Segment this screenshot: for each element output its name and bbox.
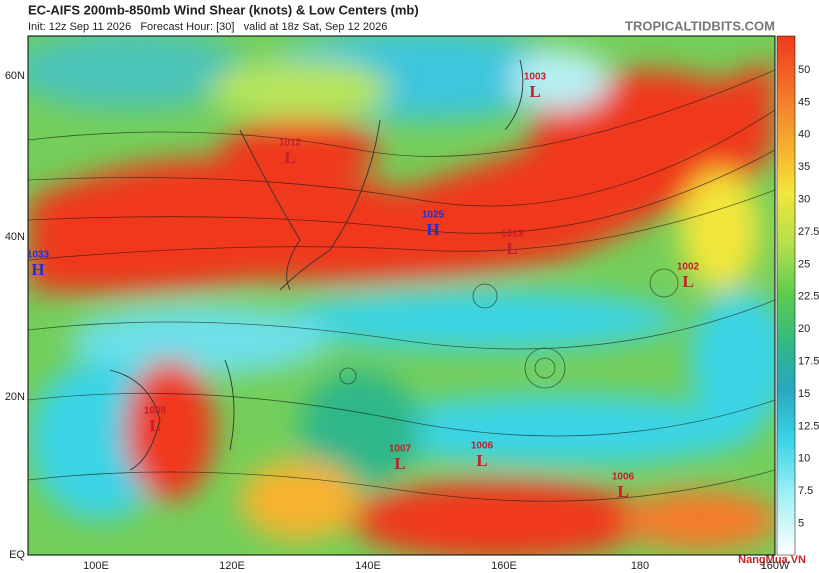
pressure-center: L [149, 416, 160, 435]
pressure-center: H [31, 260, 44, 279]
lat-label: 40N [5, 231, 25, 243]
colorbar-label: 45 [798, 96, 810, 108]
colorbar-label: 27.5 [798, 226, 819, 238]
colorbar-label: 50 [798, 64, 810, 76]
lat-label: 60N [5, 70, 25, 82]
lon-label: 160E [491, 560, 517, 572]
pressure-value: 1006 [612, 472, 635, 483]
pressure-value: 1008 [144, 406, 167, 417]
lon-label: 180 [631, 560, 649, 572]
pressure-center: L [476, 451, 487, 470]
colorbar-label: 20 [798, 323, 810, 335]
lat-label: EQ [9, 549, 25, 561]
colorbar-label: 5 [798, 518, 804, 530]
colorbar-label: 7.5 [798, 485, 813, 497]
pressure-value: 1012 [279, 138, 302, 149]
pressure-center: L [529, 82, 540, 101]
colorbar-label: 17.5 [798, 356, 819, 368]
lon-label: 100E [83, 560, 109, 572]
pressure-value: 1013 [501, 229, 524, 240]
pressure-center: L [506, 239, 517, 258]
colorbar-label: 25 [798, 258, 810, 270]
lon-label: 160W [761, 560, 790, 572]
pressure-center: L [394, 454, 405, 473]
watermark: NangMua.VN [738, 554, 806, 566]
pressure-value: 1033 [27, 250, 50, 261]
pressure-value: 1002 [677, 262, 700, 273]
colorbar-label: 10 [798, 453, 810, 465]
pressure-value: 1003 [524, 72, 547, 83]
colorbar-label: 22.5 [798, 291, 819, 303]
title: EC-AIFS 200mb-850mb Wind Shear (knots) &… [28, 2, 419, 17]
pressure-value: 1006 [471, 441, 494, 452]
init-line: Init: 12z Sep 11 2026 Forecast Hour: [30… [28, 21, 387, 33]
pressure-center: L [617, 482, 628, 501]
pressure-center: H [426, 220, 439, 239]
site-name: TROPICALTIDBITS.COM [625, 18, 775, 33]
pressure-center: L [682, 272, 693, 291]
lat-label: 20N [5, 391, 25, 403]
pressure-value: 1007 [389, 444, 412, 455]
shear-field [28, 36, 775, 555]
pressure-center: L [284, 148, 295, 167]
colorbar-label: 30 [798, 194, 810, 206]
colorbar-label: 35 [798, 161, 810, 173]
colorbar-label: 15 [798, 388, 810, 400]
colorbar [776, 35, 796, 556]
colorbar-label: 12.5 [798, 420, 819, 432]
colorbar-label: 40 [798, 129, 810, 141]
pressure-value: 1025 [422, 210, 445, 221]
lon-label: 140E [355, 560, 381, 572]
map-frame [27, 35, 776, 556]
lon-label: 120E [219, 560, 245, 572]
